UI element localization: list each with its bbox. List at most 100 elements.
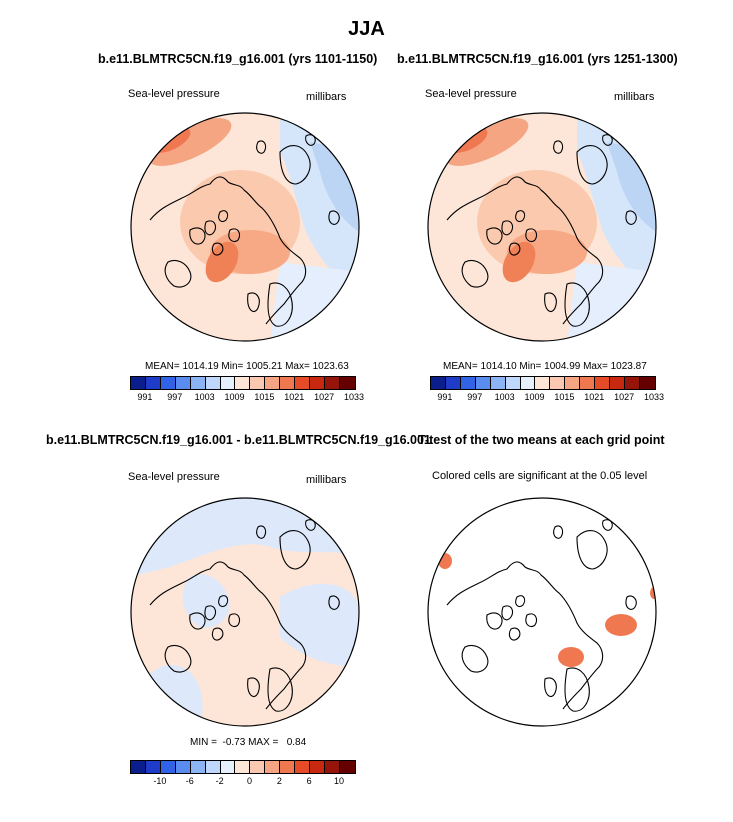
- coastline: [256, 140, 267, 154]
- coastline: [515, 595, 526, 608]
- low-pressure-region: [567, 262, 656, 341]
- coastline: [204, 220, 217, 236]
- panel2-variable-label: Sea-level pressure: [425, 88, 517, 100]
- colorbar-cell: [220, 377, 236, 389]
- colorbar-cell: [295, 761, 311, 773]
- coastline: [267, 667, 293, 712]
- colorbar-tick-label: 1015: [554, 392, 575, 402]
- coastline: [189, 612, 206, 630]
- high-pressure-core: [445, 118, 529, 166]
- field-background: [428, 498, 656, 726]
- negative-anomaly: [280, 583, 359, 667]
- panel3-stats: MIN = -0.73 MAX = 0.84: [190, 737, 307, 748]
- colorbar-tick-label: 1003: [494, 392, 515, 402]
- colorbar-tick-label: -2: [215, 776, 224, 786]
- colorbar-tick-label: 2: [276, 776, 282, 786]
- colorbar-cell: [639, 377, 655, 389]
- coastline: [305, 134, 316, 146]
- colorbar-cell: [445, 377, 461, 389]
- coastline: [625, 210, 637, 225]
- panel2-map: [427, 112, 657, 342]
- colorbar-cell: [505, 377, 521, 389]
- coastline: [544, 292, 557, 312]
- coastline: [328, 595, 340, 610]
- coastline: [461, 259, 489, 288]
- colorbar-cell: [145, 377, 161, 389]
- map-border: [130, 112, 360, 342]
- colorbar-cell: [339, 377, 355, 389]
- panel3-variable-label: Sea-level pressure: [128, 471, 220, 483]
- coastlines: [446, 519, 637, 712]
- colorbar-cell: [624, 377, 640, 389]
- map-border: [427, 112, 657, 342]
- colorbar-cell: [160, 761, 176, 773]
- panel3-colorbar-ticks: -10 -6 -2 0 2 6 10: [130, 776, 354, 788]
- coastline: [564, 282, 590, 327]
- panel4-label: Colored cells are significant at the 0.0…: [432, 470, 648, 482]
- coastline: [553, 140, 564, 154]
- coastline: [525, 228, 538, 243]
- colorbar-tick-label: 991: [137, 392, 153, 402]
- significant-cells: [605, 614, 637, 636]
- negative-anomaly: [131, 498, 359, 577]
- colorbar-tick-label: 1015: [254, 392, 275, 402]
- coastline: [486, 612, 503, 630]
- negative-anomaly: [131, 665, 203, 726]
- coastline: [256, 525, 267, 539]
- coastline: [501, 605, 514, 621]
- coastline: [247, 677, 260, 697]
- colorbar-tick-label: -6: [185, 776, 194, 786]
- coastline: [625, 595, 637, 610]
- coastline: [446, 176, 604, 325]
- colorbar-tick-label: 1027: [314, 392, 335, 402]
- coastline: [218, 210, 229, 223]
- colorbar-cell: [295, 377, 311, 389]
- panel1-title: b.e11.BLMTRC5CN.f19_g16.001 (yrs 1101-11…: [98, 52, 378, 66]
- colorbar-tick-label: 1009: [224, 392, 245, 402]
- coastline: [228, 613, 241, 628]
- panel1-map: [130, 112, 360, 342]
- colorbar-cell: [595, 377, 611, 389]
- coastline: [267, 282, 293, 327]
- colorbar-cell: [205, 377, 221, 389]
- colorbar-cell: [310, 377, 325, 389]
- panel2-stats: MEAN= 1014.10 Min= 1004.99 Max= 1023.87: [443, 361, 647, 372]
- colorbar-cell: [235, 761, 251, 773]
- coastline: [525, 613, 538, 628]
- colorbar-cell: [250, 761, 266, 773]
- colorbar-tick-label: 1021: [584, 392, 605, 402]
- coastlines: [446, 134, 637, 327]
- colorbar-tick-label: -10: [153, 776, 167, 786]
- colorbar-cell: [324, 761, 340, 773]
- colorbar-tick-label: 1033: [643, 392, 665, 402]
- colorbar-cell: [339, 761, 355, 773]
- colorbar-cell: [250, 377, 266, 389]
- coastline: [328, 210, 340, 225]
- colorbar-cell: [550, 377, 566, 389]
- colorbar-cell: [160, 377, 176, 389]
- colorbar-cell: [265, 761, 281, 773]
- coastline: [508, 242, 521, 256]
- figure-title: JJA: [348, 18, 385, 40]
- panel4-title: T-test of the two means at each grid poi…: [418, 433, 665, 447]
- high-pressure-core: [148, 118, 232, 166]
- coastline: [305, 519, 316, 531]
- colorbar-tick-label: 997: [467, 392, 483, 402]
- colorbar-cell: [280, 761, 296, 773]
- coastline: [576, 145, 608, 185]
- colorbar-tick-label: 1033: [343, 392, 365, 402]
- panel1-colorbar-ticks: 991 997 1003 1009 1015 1021 1027 1033: [130, 392, 364, 404]
- coastline: [576, 530, 608, 570]
- colorbar-cell: [310, 761, 325, 773]
- coastline: [501, 220, 514, 236]
- colorbar-tick-label: 1003: [194, 392, 215, 402]
- coastline: [461, 644, 489, 673]
- panel4-map: [427, 497, 657, 727]
- colorbar-cell: [520, 377, 536, 389]
- colorbar-cell: [431, 377, 446, 389]
- panel2-units-label: millibars: [614, 91, 655, 103]
- coastline: [508, 627, 521, 641]
- colorbar-cell: [175, 761, 191, 773]
- significant-cells: [558, 647, 584, 667]
- colorbar-cell: [460, 377, 476, 389]
